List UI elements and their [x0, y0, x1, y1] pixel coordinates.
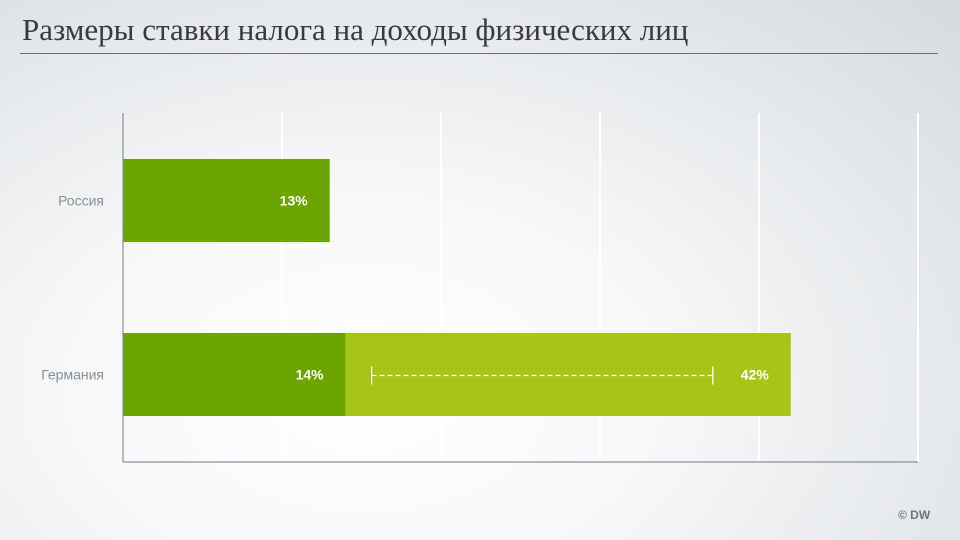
bar-value-label: 42%	[741, 367, 770, 383]
range-marker	[370, 366, 714, 385]
chart-title: Размеры ставки налога на доходы физическ…	[22, 12, 689, 47]
category-label: Германия	[41, 367, 104, 383]
bar-value-label: 14%	[296, 367, 325, 383]
axes	[122, 113, 918, 463]
bar-value-label: 13%	[280, 193, 309, 209]
bar	[123, 159, 330, 242]
bar	[123, 333, 346, 416]
category-label: Россия	[58, 193, 104, 209]
bar	[345, 333, 791, 416]
labels: 13% 14% 42% Россия Германия	[41, 193, 769, 383]
title-divider	[20, 53, 938, 54]
source-credit: © DW	[898, 508, 931, 522]
bars	[123, 159, 791, 416]
